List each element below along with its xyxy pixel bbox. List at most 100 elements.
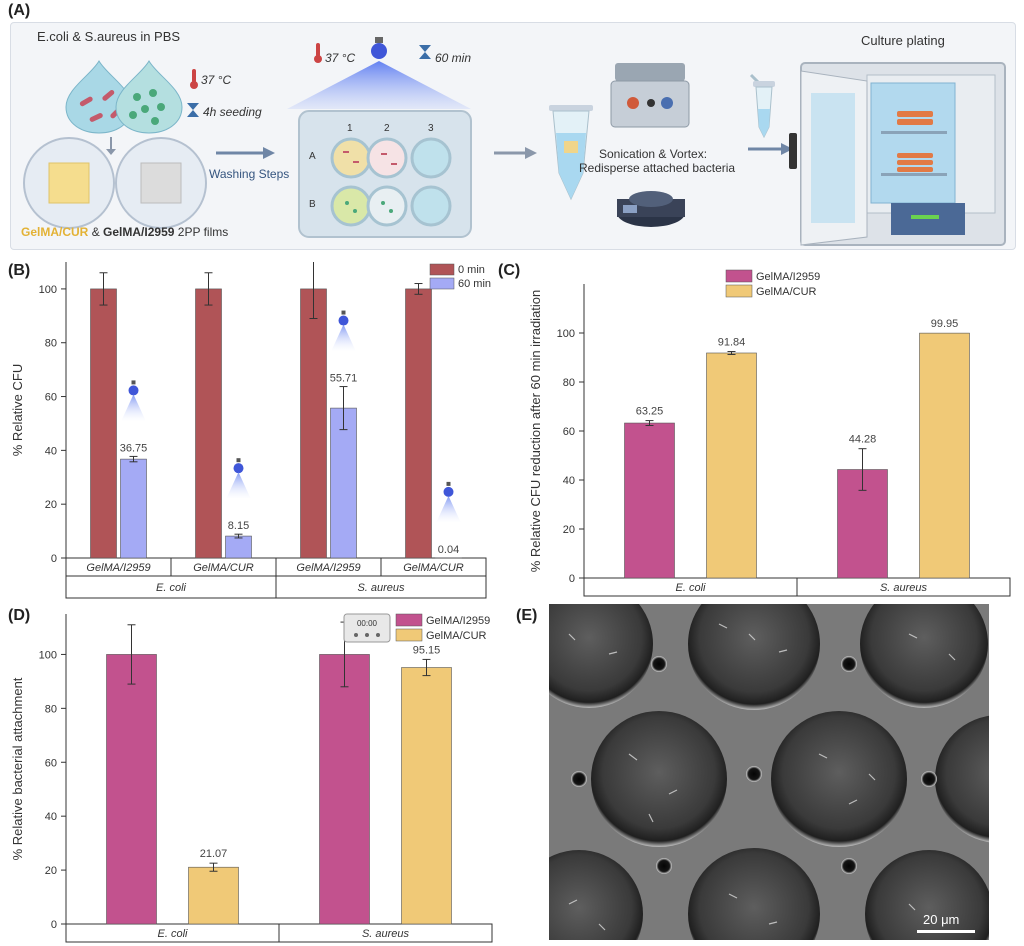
lamp-bulb [233,463,244,474]
scale-bar-line [917,930,975,933]
schematic-drawing [23,37,1006,246]
light-cone [121,394,146,421]
data-label: 95.15 [413,644,441,656]
data-label: 63.25 [636,406,664,418]
lamp-icon [236,458,241,463]
data-label: 21.07 [200,848,228,860]
light-cone [226,472,251,499]
thermometer-icon [190,69,198,89]
bar-GelMA-CUR [706,352,757,579]
legend-swatch [429,277,455,290]
category-label: GelMA/CUR [403,562,464,574]
category-label: GelMA/CUR [193,562,254,574]
lamp-icon [341,310,346,315]
films-suffix: 2PP films [177,225,229,239]
group-label: S. aureus [357,582,405,594]
bar-60-min [120,458,147,559]
sem-image: 20 μm [549,604,989,940]
y-tick-label: 20 [563,524,575,536]
sonicator-icon [610,63,690,128]
data-label: 8.15 [228,520,249,532]
y-tick-label: 60 [563,426,575,438]
plate-col-3: 3 [428,123,434,134]
data-label: 36.75 [120,442,148,454]
light-cone [331,324,356,351]
category-label: GelMA/I2959 [296,562,360,574]
pipette-tube-icon [749,73,775,139]
legend-label: GelMA/CUR [426,630,487,642]
panel-label-d: (D) [8,607,31,624]
sem-micrograph [549,604,989,940]
y-tick-label: 60 [45,392,57,404]
panel-label-c: (C) [498,262,521,279]
bar-GelMA-CUR [401,667,452,925]
temp2-label: 37 °C [325,51,356,65]
category-label: S. aureus [880,582,928,594]
culture-label: Culture plating [861,33,945,48]
vortex-icon [617,191,685,227]
films-ampersand: & [91,225,100,239]
chart-c: 0 20 40 60 80 100 % Relative CFU reduction aft… [528,269,1011,597]
y-tick-label: 0 [51,553,57,565]
lamp-icon [446,481,451,486]
legend-label: GelMA/I2959 [426,615,490,627]
hourglass-icon [187,103,199,117]
bar-0-min [195,288,222,559]
plate-col-1: 1 [347,123,353,134]
category-label: E. coli [676,582,707,594]
chart-b: 0 20 40 60 80 100 % Relative CFU GelMA/I2959 36.… [10,262,491,599]
droplet-saureus-icon [115,59,183,134]
legend-label: 0 min [458,264,485,276]
plate-col-2: 2 [384,123,390,134]
y-tick-label: 0 [51,919,57,931]
lamp-bulb [128,385,139,396]
incubator-icon [789,62,1006,246]
y-tick-label: 40 [45,811,57,823]
group-label: E. coli [156,582,187,594]
bar-GelMA-I2959 [319,654,370,925]
bar-GelMA-CUR [919,332,970,579]
photoinitiator-film-label: GelMA/I2959 [103,225,175,239]
y-tick-label: 80 [45,703,57,715]
category-label: S. aureus [362,928,410,940]
y-tick-label: 20 [45,865,57,877]
y-tick-label: 100 [39,649,57,661]
panel-label-a: (A) [8,2,31,19]
bar-GelMA-I2959 [624,422,675,579]
sonication-label: Sonication & Vortex: [599,147,708,161]
bacteria-label: E.coli & S.aureus in PBS [37,29,181,44]
y-axis-title: % Relative bacterial attachment [10,677,25,860]
petri-dish-curcumin-icon [23,137,115,229]
y-tick-label: 100 [39,284,57,296]
panel-label-e: (E) [516,607,538,624]
time-label: 60 min [435,51,472,65]
y-axis-title: % Relative CFU [10,364,25,456]
bar-GelMA-I2959 [106,654,157,925]
hourglass-icon-2 [419,45,431,59]
temp1-label: 37 °C [201,73,232,87]
light-cone [436,495,461,522]
lamp-bulb [443,486,454,497]
y-tick-label: 40 [563,475,575,487]
washing-label: Washing Steps [209,167,290,181]
y-axis-title: % Relative CFU reduction after 60 min ir… [528,290,543,573]
legend-swatch [395,613,423,627]
lamp-bulb [338,315,349,326]
bar-0-min [90,288,117,559]
legend-swatch [395,628,423,642]
films-line: GelMA/CUR & GelMA/I2959 2PP films [21,225,228,239]
lamp-icon [371,37,387,59]
bar-GelMA-CUR [188,866,239,925]
y-tick-label: 0 [569,573,575,585]
seeding-label: 4h seeding [203,105,262,119]
data-label: 55.71 [330,373,358,385]
y-tick-label: 80 [45,338,57,350]
droplet-ecoli-icon [65,59,133,134]
bar-0-min [300,288,327,559]
petri-dish-photoinitiator-icon [115,137,207,229]
plate-row-b: B [309,199,316,210]
data-label: 0.04 [438,544,459,556]
thermometer-icon-2 [314,43,322,63]
y-tick-label: 20 [45,499,57,511]
y-tick-label: 80 [563,377,575,389]
